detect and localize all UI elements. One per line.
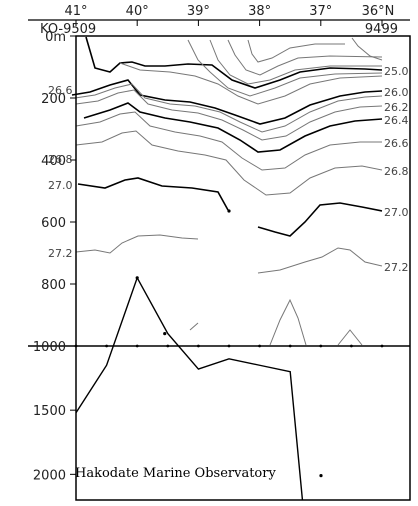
bottom-profile-line	[75, 276, 304, 501]
isopycnal-label: 26.8	[384, 165, 409, 178]
isopycnal-26-2	[75, 89, 383, 141]
x-tick-label: 38°	[248, 4, 271, 19]
y-tick-label: 2000	[33, 468, 66, 483]
y-tick-label: 1000	[33, 340, 66, 355]
x-tick-label: 37°	[309, 4, 332, 19]
isopycnal-label: 26.0	[384, 86, 409, 99]
isopycnal-thin-1	[74, 83, 383, 133]
station-point	[258, 344, 261, 348]
line-number-label: 9499	[365, 22, 398, 37]
cruise-label: KO-9509	[40, 22, 96, 37]
station-point	[74, 344, 78, 348]
x-tick-label: 40°	[126, 4, 149, 19]
isopycnal-label: 26.6	[48, 84, 73, 97]
x-tick-label: 39°	[187, 4, 210, 19]
isopycnal-label: 26.4	[384, 114, 409, 127]
y-tick-label: 1500	[33, 404, 66, 419]
isopycnal-27-2-east	[257, 247, 383, 274]
bottom-point	[163, 332, 167, 336]
isopycnal-thin-3	[187, 39, 383, 97]
station-point	[319, 344, 323, 348]
isopycnal-thin-5	[227, 39, 383, 76]
y-tick-label: 200	[41, 92, 66, 107]
watermark: Hakodate Marine Observatory	[75, 466, 276, 481]
bottom-point	[135, 276, 139, 280]
isopycnal-25-0	[85, 36, 383, 89]
station-point	[227, 344, 231, 348]
isopycnal-27-0-east	[257, 202, 383, 237]
isopycnals	[71, 36, 383, 346]
deep-bump-2	[337, 329, 363, 346]
isopycnal-label: 27.0	[384, 206, 409, 219]
station-point	[350, 344, 353, 348]
deep-tick	[189, 322, 199, 331]
isopycnal-label: 27.2	[384, 261, 409, 274]
isopycnal-label: 25.0	[384, 65, 409, 78]
bottom-point	[319, 474, 323, 478]
station-point	[197, 344, 200, 348]
station-point	[166, 344, 170, 348]
y-tick-label: 0m	[45, 30, 66, 45]
isopycnal-label: 26.2	[384, 101, 409, 114]
station-point	[380, 344, 384, 348]
x-tick-label: 41°	[64, 4, 87, 19]
isopycnal-26-6	[75, 111, 382, 171]
isopycnal-thin-2	[119, 62, 383, 105]
station-point	[105, 344, 108, 348]
contour-end-point	[227, 209, 231, 213]
isopycnal-27-2-west	[75, 234, 199, 254]
isopycnal-thin-6	[247, 39, 345, 63]
isopycnal-26-8	[75, 130, 383, 196]
y-tick-label: 600	[41, 216, 66, 231]
station-point	[288, 344, 292, 348]
x-tick-label: 36°N	[362, 4, 395, 19]
isopycnal-27-0	[77, 177, 229, 211]
isopycnal-label: 26.6	[384, 137, 409, 150]
isopycnal-thin-7	[351, 37, 383, 61]
isopycnal-label: 26.8	[48, 153, 73, 166]
station-point	[135, 344, 139, 348]
isopycnal-26-0	[71, 79, 383, 125]
y-tick-label: 800	[41, 278, 66, 293]
isopycnal-label: 27.0	[48, 179, 73, 192]
isopycnal-thin-4	[209, 39, 382, 85]
isopycnal-label: 27.2	[48, 247, 73, 260]
y-tick-label: 400	[41, 154, 66, 169]
isopycnal-26-4	[83, 102, 383, 153]
deep-bump-1	[269, 298, 307, 346]
plot-frame	[75, 35, 411, 501]
